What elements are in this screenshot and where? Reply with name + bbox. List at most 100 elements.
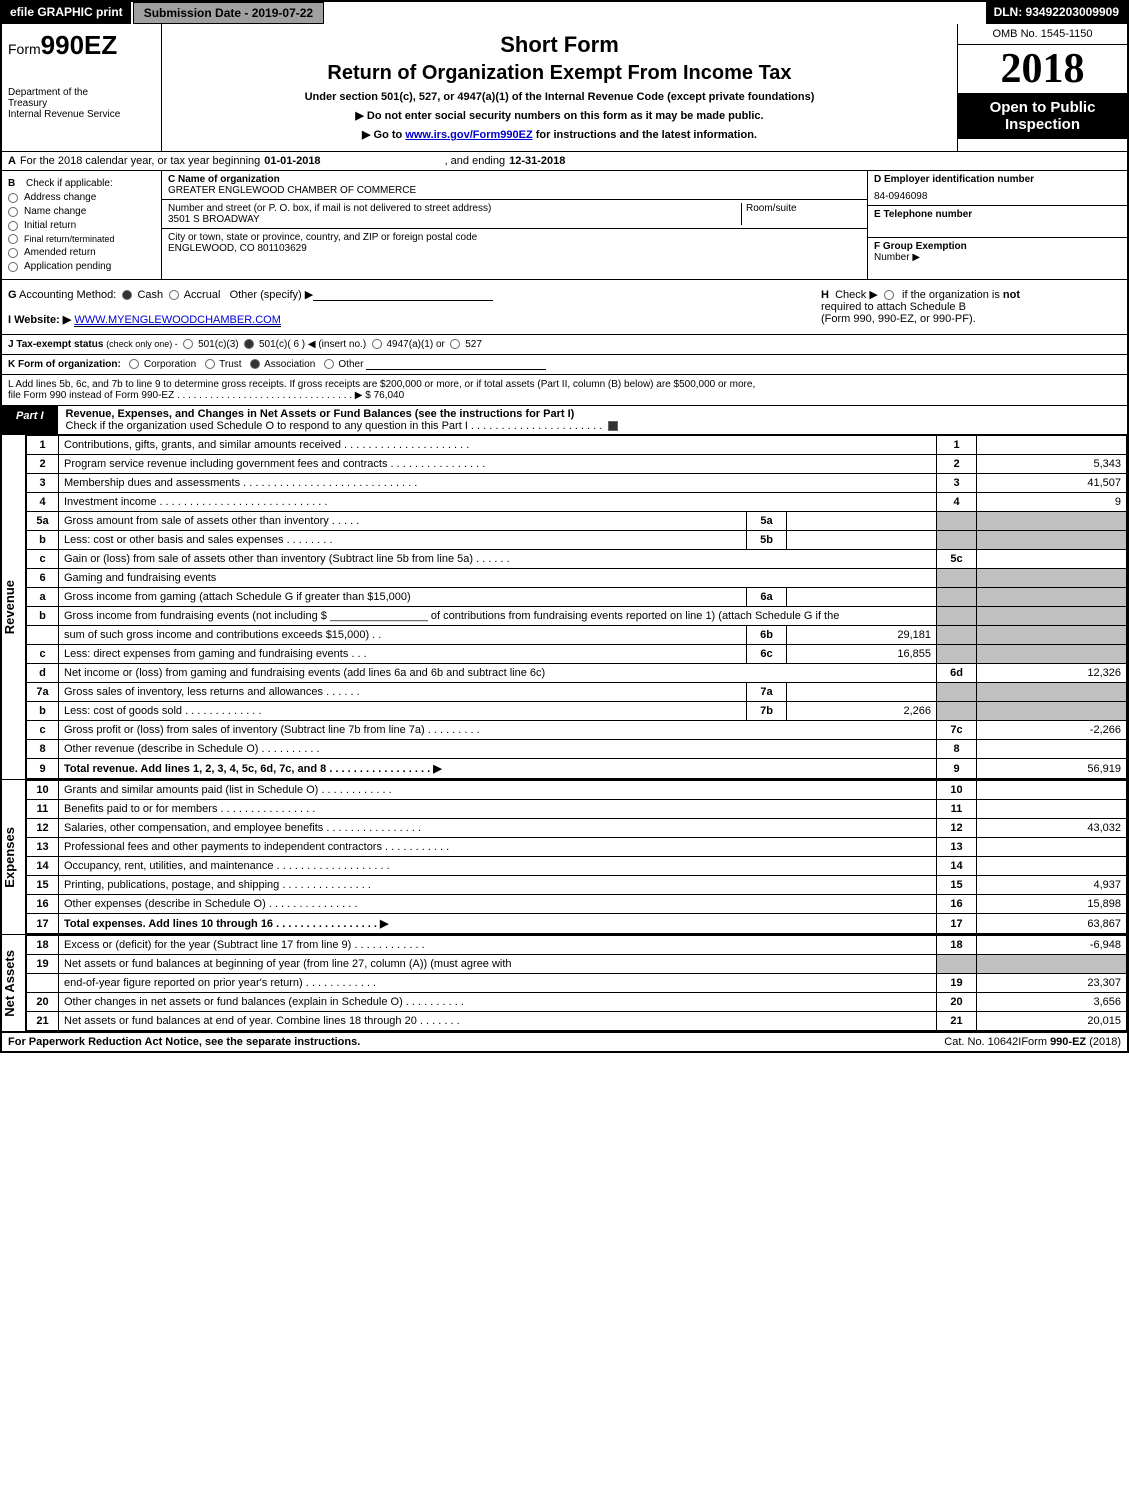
line-number: 15 bbox=[27, 876, 59, 895]
line-number: 13 bbox=[27, 838, 59, 857]
omb-number: OMB No. 1545-1150 bbox=[958, 24, 1127, 45]
line-number: 16 bbox=[27, 895, 59, 914]
right-line-number bbox=[937, 607, 977, 626]
mid-value bbox=[787, 588, 937, 607]
line-label: Gross income from fundraising events (no… bbox=[59, 607, 937, 626]
right-line-number: 2 bbox=[937, 455, 977, 474]
right-line-number: 10 bbox=[937, 781, 977, 800]
right-value bbox=[977, 531, 1127, 550]
right-value: 23,307 bbox=[977, 974, 1127, 993]
radio-icon[interactable] bbox=[129, 359, 139, 369]
radio-icon[interactable] bbox=[169, 290, 179, 300]
right-value: 41,507 bbox=[977, 474, 1127, 493]
radio-icon[interactable] bbox=[205, 359, 215, 369]
f-label2: Number ▶ bbox=[874, 252, 1121, 263]
line-i: I Website: ▶ WWW.MYENGLEWOODCHAMBER.COM bbox=[8, 313, 821, 326]
address-change-label: Address change bbox=[24, 192, 96, 203]
check-final-return[interactable]: Final return/terminated bbox=[8, 234, 155, 244]
revenue-section: Revenue 1Contributions, gifts, grants, a… bbox=[2, 435, 1127, 780]
right-value bbox=[977, 857, 1127, 876]
line-label: end-of-year figure reported on prior yea… bbox=[59, 974, 937, 993]
right-value: 56,919 bbox=[977, 759, 1127, 779]
goto-suffix: for instructions and the latest informat… bbox=[533, 129, 757, 141]
j-opt1: 501(c)(3) bbox=[198, 339, 239, 350]
check-address-change[interactable]: Address change bbox=[8, 192, 155, 203]
table-row: 18Excess or (deficit) for the year (Subt… bbox=[27, 936, 1127, 955]
table-row: 13Professional fees and other payments t… bbox=[27, 838, 1127, 857]
line-number: 7a bbox=[27, 683, 59, 702]
mid-value: 16,855 bbox=[787, 645, 937, 664]
line-number: 3 bbox=[27, 474, 59, 493]
line-l: L Add lines 5b, 6c, and 7b to line 9 to … bbox=[2, 375, 1127, 406]
line-k: K Form of organization: Corporation Trus… bbox=[2, 355, 1127, 375]
telephone-row: E Telephone number bbox=[868, 206, 1127, 238]
checkbox-icon[interactable] bbox=[608, 421, 618, 431]
line-label: Gross income from gaming (attach Schedul… bbox=[59, 588, 747, 607]
irs-link[interactable]: www.irs.gov/Form990EZ bbox=[405, 129, 532, 141]
right-value bbox=[977, 607, 1127, 626]
line-number: d bbox=[27, 664, 59, 683]
line-number: 21 bbox=[27, 1012, 59, 1031]
check-amended-return[interactable]: Amended return bbox=[8, 247, 155, 258]
radio-icon[interactable] bbox=[372, 339, 382, 349]
street-label: Number and street (or P. O. box, if mail… bbox=[168, 203, 741, 214]
group-exemption-row: F Group Exemption Number ▶ bbox=[868, 238, 1127, 266]
part-1-check-text: Check if the organization used Schedule … bbox=[66, 420, 603, 432]
radio-icon[interactable] bbox=[244, 339, 254, 349]
check-initial-return[interactable]: Initial return bbox=[8, 220, 155, 231]
radio-icon bbox=[8, 221, 18, 231]
radio-icon[interactable] bbox=[450, 339, 460, 349]
radio-icon[interactable] bbox=[122, 290, 132, 300]
table-row: cLess: direct expenses from gaming and f… bbox=[27, 645, 1127, 664]
dln-number: DLN: 93492203009909 bbox=[986, 2, 1127, 24]
check-name-change[interactable]: Name change bbox=[8, 206, 155, 217]
line-label: Other revenue (describe in Schedule O) .… bbox=[59, 740, 937, 759]
mid-line-number: 6c bbox=[747, 645, 787, 664]
efile-print-button[interactable]: efile GRAPHIC print bbox=[2, 2, 133, 24]
line-number: 19 bbox=[27, 955, 59, 974]
radio-icon[interactable] bbox=[183, 339, 193, 349]
right-value: 4,937 bbox=[977, 876, 1127, 895]
table-row: 12Salaries, other compensation, and empl… bbox=[27, 819, 1127, 838]
line-label: Gross amount from sale of assets other t… bbox=[59, 512, 747, 531]
mid-line-number: 7b bbox=[747, 702, 787, 721]
right-value: 43,032 bbox=[977, 819, 1127, 838]
right-line-number bbox=[937, 569, 977, 588]
line-label: Grants and similar amounts paid (list in… bbox=[59, 781, 937, 800]
table-row: 10Grants and similar amounts paid (list … bbox=[27, 781, 1127, 800]
room-label: Room/suite bbox=[746, 203, 861, 214]
submission-date: Submission Date - 2019-07-22 bbox=[133, 2, 324, 24]
line-label: Net income or (loss) from gaming and fun… bbox=[59, 664, 937, 683]
table-row: 9Total revenue. Add lines 1, 2, 3, 4, 5c… bbox=[27, 759, 1127, 779]
j-opt3: 4947(a)(1) or bbox=[387, 339, 445, 350]
line-number: c bbox=[27, 721, 59, 740]
check-application-pending[interactable]: Application pending bbox=[8, 261, 155, 272]
radio-icon[interactable] bbox=[884, 290, 894, 300]
other-specify-input[interactable] bbox=[313, 290, 493, 301]
revenue-vertical-label: Revenue bbox=[2, 435, 26, 779]
j-paren: (check only one) - bbox=[106, 339, 178, 349]
line-label: Total revenue. Add lines 1, 2, 3, 4, 5c,… bbox=[59, 759, 937, 779]
line-label: Benefits paid to or for members . . . . … bbox=[59, 800, 937, 819]
mid-value: 2,266 bbox=[787, 702, 937, 721]
h-check-text: Check ▶ bbox=[835, 289, 878, 301]
form-header: Form990EZ Department of the Treasury Int… bbox=[2, 24, 1127, 152]
line-number: 4 bbox=[27, 493, 59, 512]
website-link[interactable]: WWW.MYENGLEWOODCHAMBER.COM bbox=[74, 314, 281, 327]
right-line-number: 12 bbox=[937, 819, 977, 838]
right-value bbox=[977, 588, 1127, 607]
table-row: 20Other changes in net assets or fund ba… bbox=[27, 993, 1127, 1012]
form-990ez: efile GRAPHIC print Submission Date - 20… bbox=[0, 0, 1129, 1053]
line-number: 5a bbox=[27, 512, 59, 531]
radio-icon[interactable] bbox=[250, 359, 260, 369]
radio-icon[interactable] bbox=[324, 359, 334, 369]
line-number: 17 bbox=[27, 914, 59, 934]
other-option: Other (specify) ▶ bbox=[230, 289, 314, 301]
net-assets-section: Net Assets 18Excess or (deficit) for the… bbox=[2, 935, 1127, 1033]
line-number: c bbox=[27, 550, 59, 569]
table-row: dNet income or (loss) from gaming and fu… bbox=[27, 664, 1127, 683]
k-other-input[interactable] bbox=[366, 359, 546, 370]
right-value: 5,343 bbox=[977, 455, 1127, 474]
right-value: 63,867 bbox=[977, 914, 1127, 934]
line-a-prefix: A bbox=[8, 155, 16, 167]
